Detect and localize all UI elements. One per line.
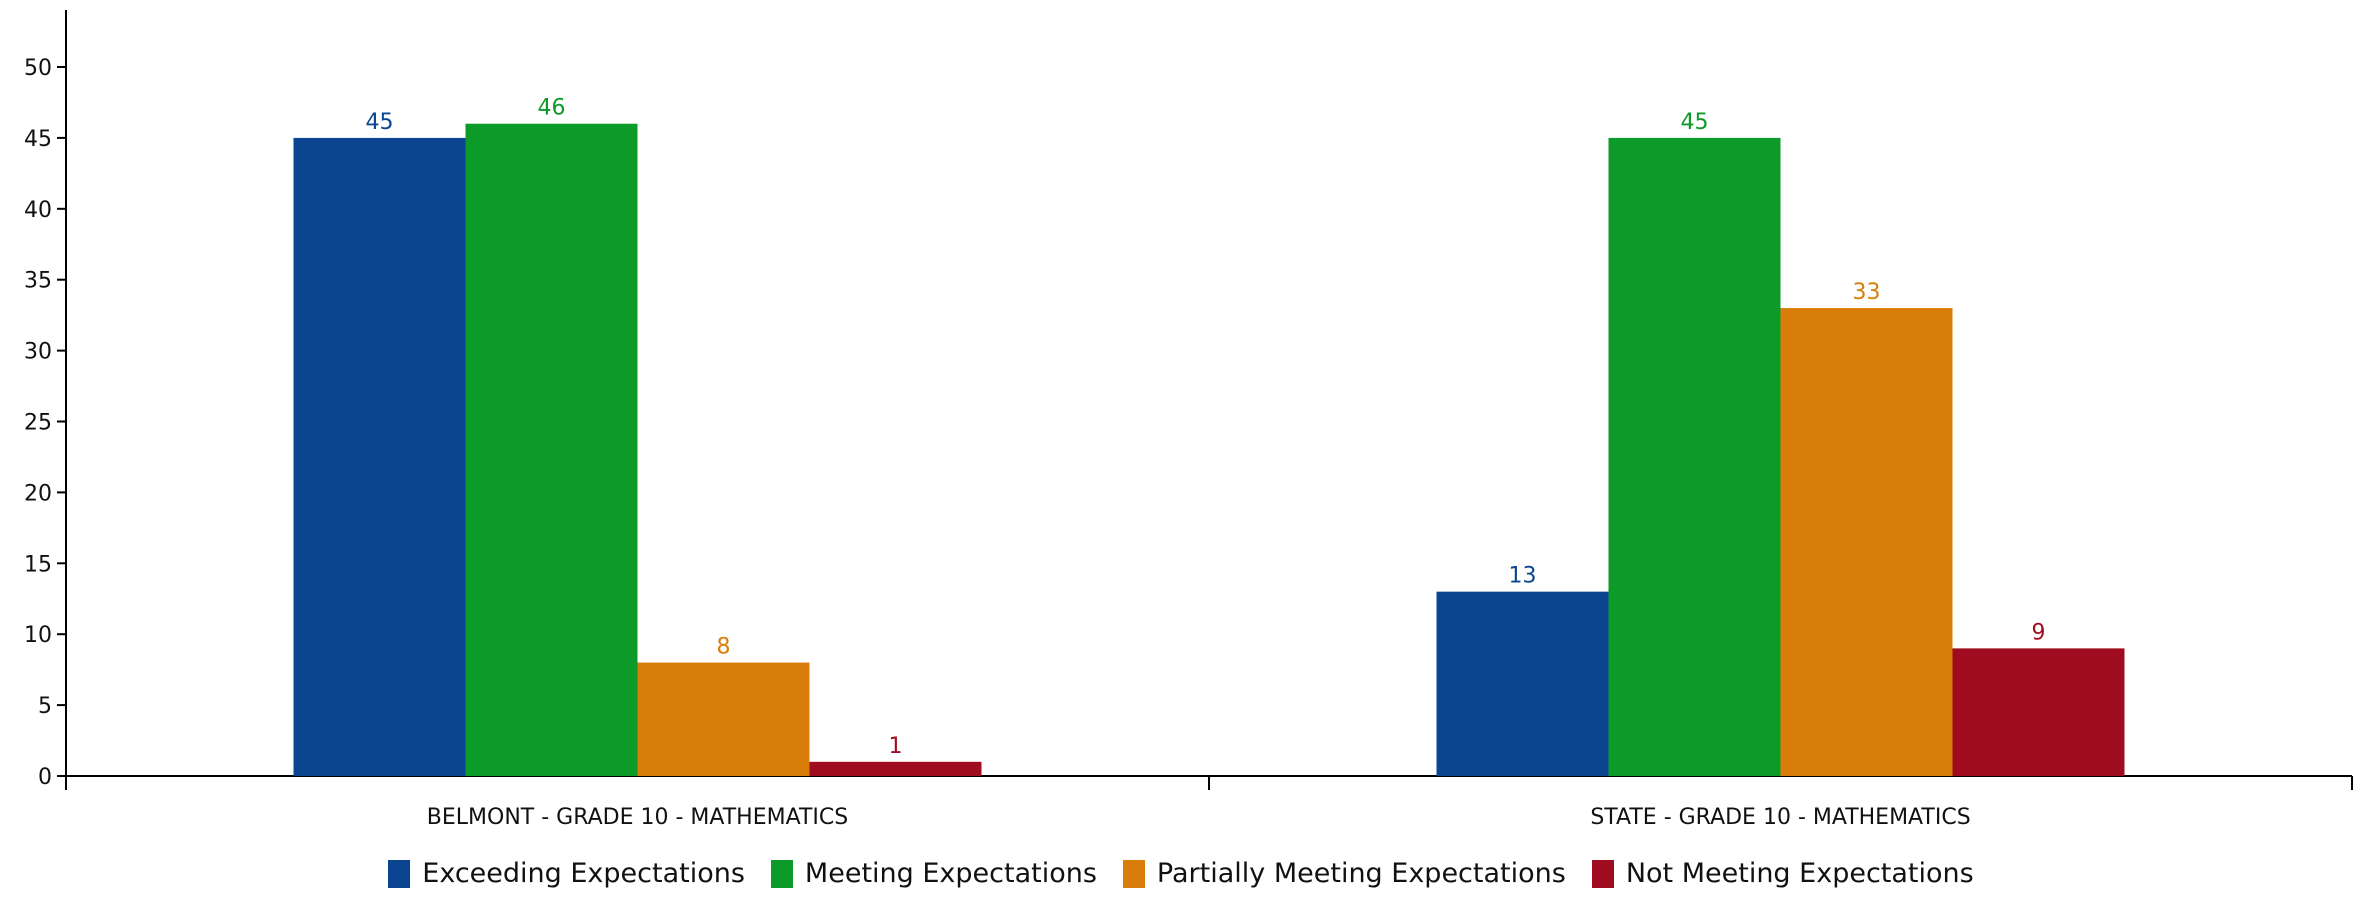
bar [1609, 138, 1781, 776]
bar-value-label: 9 [2032, 620, 2046, 645]
bar [810, 762, 982, 776]
legend-item: Not Meeting Expectations [1592, 858, 1974, 889]
y-tick-label: 50 [24, 56, 52, 81]
bar-value-label: 33 [1853, 280, 1881, 305]
bar [1781, 308, 1953, 776]
bar-value-label: 8 [717, 635, 731, 660]
y-tick-label: 15 [24, 552, 52, 577]
bars-group [294, 124, 2125, 776]
legend-label: Partially Meeting Expectations [1157, 858, 1566, 889]
legend-label: Not Meeting Expectations [1626, 858, 1974, 889]
legend-item: Exceeding Expectations [388, 858, 745, 889]
legend-item: Meeting Expectations [771, 858, 1097, 889]
bar-value-label: 1 [889, 734, 903, 759]
legend-swatch [1592, 860, 1614, 888]
y-tick-label: 40 [24, 198, 52, 223]
y-tick-label: 45 [24, 127, 52, 152]
legend-swatch [771, 860, 793, 888]
legend-label: Meeting Expectations [805, 858, 1097, 889]
bar [638, 663, 810, 776]
x-category-label: STATE - GRADE 10 - MATHEMATICS [1590, 805, 1970, 830]
legend-swatch [1123, 860, 1145, 888]
y-tick-label: 30 [24, 340, 52, 365]
bar-value-label: 46 [538, 96, 566, 121]
y-tick-label: 35 [24, 269, 52, 294]
y-tick-label: 25 [24, 411, 52, 436]
bar [1437, 592, 1609, 776]
bar [294, 138, 466, 776]
bar-value-label: 45 [1681, 110, 1709, 135]
y-tick-label: 10 [24, 623, 52, 648]
y-tick-label: 5 [38, 694, 52, 719]
legend-swatch [388, 860, 410, 888]
legend-label: Exceeding Expectations [422, 858, 745, 889]
legend-item: Partially Meeting Expectations [1123, 858, 1566, 889]
legend: Exceeding Expectations Meeting Expectatio… [0, 858, 2362, 889]
bar-value-label: 45 [366, 110, 394, 135]
bar [466, 124, 638, 776]
bar-value-label: 13 [1509, 564, 1537, 589]
y-tick-label: 20 [24, 481, 52, 506]
x-axis: BELMONT - GRADE 10 - MATHEMATICS STATE - … [66, 776, 2352, 830]
y-axis: 0 5 10 15 20 25 30 35 40 45 50 [24, 10, 66, 790]
y-tick-label: 0 [38, 765, 52, 790]
x-category-label: BELMONT - GRADE 10 - MATHEMATICS [427, 805, 848, 830]
bar [1953, 648, 2125, 776]
